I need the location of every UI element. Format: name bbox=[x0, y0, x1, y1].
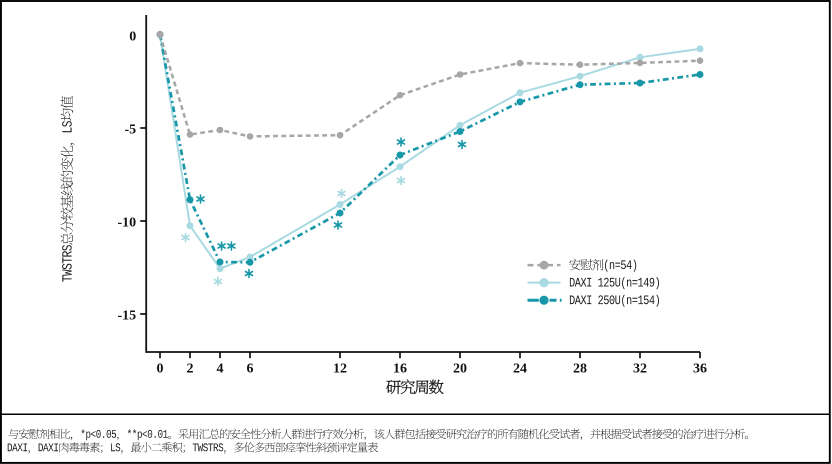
svg-text:24: 24 bbox=[513, 362, 527, 377]
svg-text:-15: -15 bbox=[118, 308, 137, 323]
svg-text:2: 2 bbox=[187, 362, 194, 377]
svg-text:-10: -10 bbox=[118, 215, 137, 230]
svg-text:20: 20 bbox=[453, 362, 467, 377]
svg-text:36: 36 bbox=[693, 362, 707, 377]
svg-text:12: 12 bbox=[333, 362, 347, 377]
svg-text:6: 6 bbox=[247, 362, 254, 377]
svg-text:0: 0 bbox=[129, 29, 136, 44]
svg-text:28: 28 bbox=[573, 362, 587, 377]
svg-text:4: 4 bbox=[217, 362, 224, 377]
svg-text:-5: -5 bbox=[125, 122, 137, 137]
svg-text:16: 16 bbox=[393, 362, 407, 377]
svg-text:32: 32 bbox=[633, 362, 647, 377]
svg-text:0: 0 bbox=[157, 362, 164, 377]
